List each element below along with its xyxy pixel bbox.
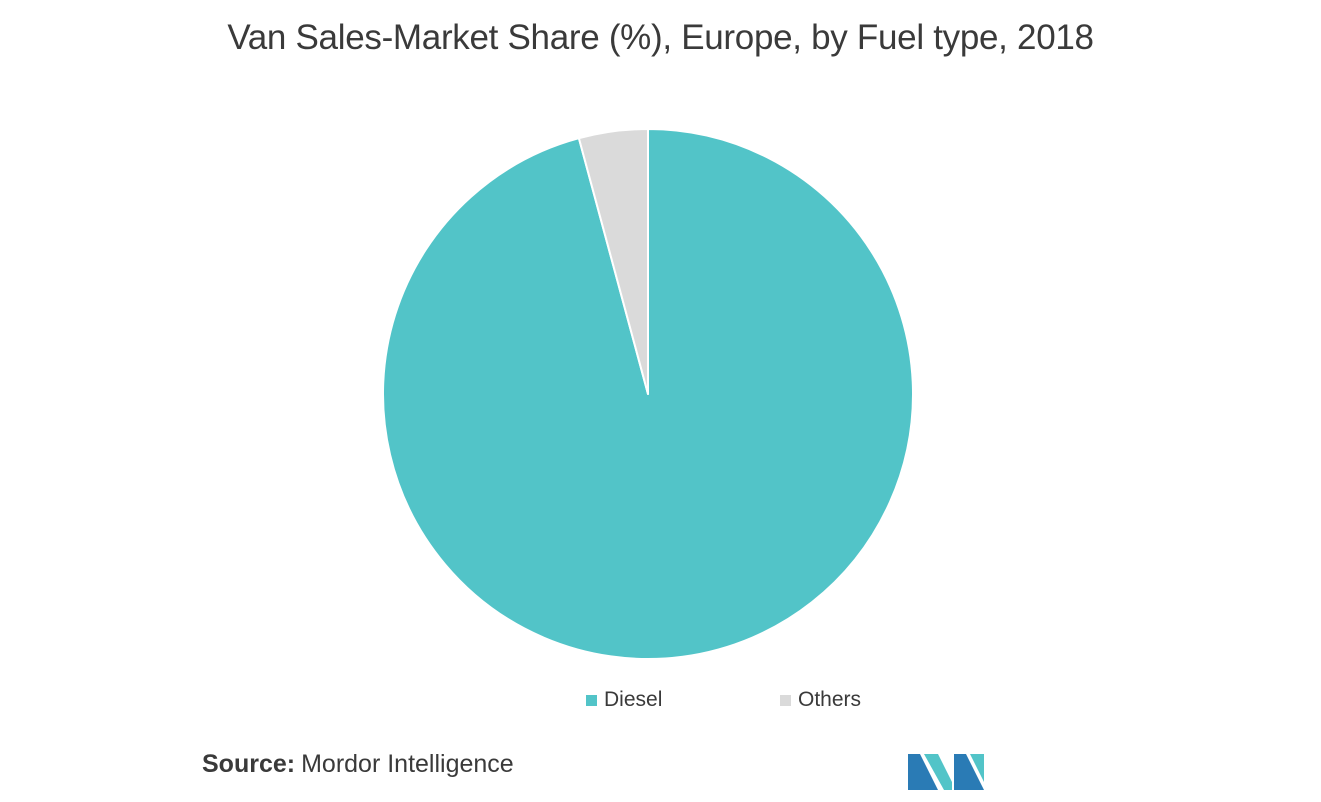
logo-middle-shape bbox=[924, 754, 952, 790]
chart-title: Van Sales-Market Share (%), Europe, by F… bbox=[227, 18, 1094, 57]
legend-item-diesel: Diesel bbox=[586, 688, 662, 712]
chart-legend: Diesel Others bbox=[0, 688, 1321, 716]
source-label: Source: bbox=[202, 750, 296, 778]
logo-right-shape bbox=[954, 754, 984, 790]
legend-label-others: Others bbox=[798, 688, 862, 711]
legend-swatch-diesel bbox=[586, 694, 597, 706]
source-note: Source: Mordor Intelligence bbox=[202, 750, 514, 779]
source-text: Mordor Intelligence bbox=[301, 750, 514, 778]
legend-label-diesel: Diesel bbox=[604, 688, 663, 711]
logo-left-shape bbox=[908, 754, 938, 790]
pie-slice-others bbox=[577, 128, 649, 395]
legend-item-others: Others bbox=[780, 688, 861, 712]
legend-swatch-others bbox=[780, 694, 791, 706]
pie-slices bbox=[382, 128, 914, 660]
mordor-intelligence-logo-icon bbox=[908, 754, 984, 790]
logo-corner-shape bbox=[970, 754, 984, 782]
